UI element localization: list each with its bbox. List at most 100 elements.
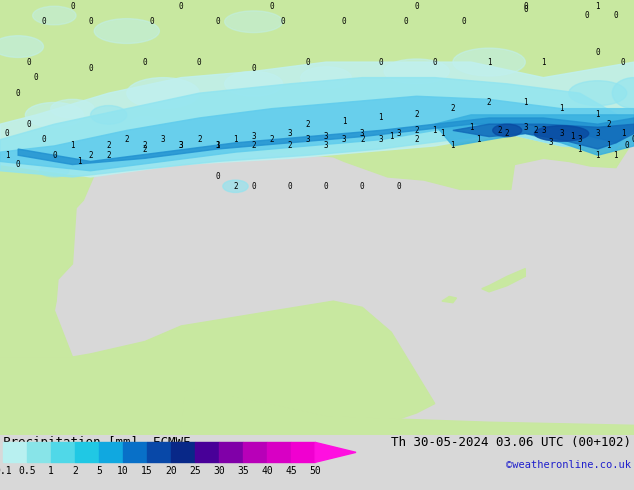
Polygon shape — [315, 442, 356, 463]
Text: 0: 0 — [624, 142, 629, 150]
Text: 1: 1 — [378, 114, 383, 122]
Ellipse shape — [127, 77, 199, 109]
Text: 0: 0 — [52, 151, 56, 160]
Text: 0: 0 — [197, 58, 202, 67]
Text: 3: 3 — [559, 129, 564, 138]
Text: 2: 2 — [269, 135, 274, 144]
Ellipse shape — [223, 180, 248, 193]
Ellipse shape — [25, 102, 83, 127]
Ellipse shape — [301, 67, 351, 89]
Text: 3: 3 — [360, 129, 365, 138]
Bar — [147, 442, 171, 463]
Text: 0: 0 — [595, 49, 600, 57]
Text: 3: 3 — [287, 129, 292, 138]
Text: 0: 0 — [614, 11, 618, 20]
Text: 1: 1 — [389, 132, 394, 141]
Text: 0: 0 — [16, 160, 20, 169]
Text: 3: 3 — [324, 132, 328, 141]
Text: 1: 1 — [233, 135, 238, 144]
Text: 0: 0 — [432, 58, 437, 67]
Text: 30: 30 — [213, 466, 225, 476]
Text: 5: 5 — [96, 466, 102, 476]
Text: 3: 3 — [215, 142, 220, 150]
Text: 0: 0 — [27, 120, 31, 129]
Bar — [75, 442, 99, 463]
Text: 0: 0 — [251, 64, 256, 73]
Text: 2: 2 — [534, 126, 538, 135]
Text: 0: 0 — [324, 182, 328, 191]
Text: 2: 2 — [107, 142, 111, 150]
Text: 2: 2 — [451, 104, 455, 113]
Text: 0: 0 — [150, 17, 155, 26]
Ellipse shape — [384, 59, 450, 84]
Polygon shape — [0, 96, 634, 171]
Text: 3: 3 — [179, 142, 183, 150]
Ellipse shape — [47, 146, 83, 165]
Text: 2: 2 — [505, 129, 510, 138]
Text: 0: 0 — [462, 17, 466, 26]
Ellipse shape — [94, 19, 159, 44]
Text: 40: 40 — [261, 466, 273, 476]
Text: 0: 0 — [251, 182, 256, 191]
Polygon shape — [0, 77, 634, 177]
Ellipse shape — [131, 117, 159, 132]
Polygon shape — [0, 301, 435, 435]
Text: 1: 1 — [487, 58, 491, 67]
Text: 2: 2 — [414, 110, 419, 120]
Text: 2: 2 — [360, 135, 365, 144]
Ellipse shape — [453, 48, 526, 76]
Text: 0: 0 — [414, 1, 419, 11]
Polygon shape — [482, 269, 526, 292]
Text: 0: 0 — [41, 17, 46, 26]
Text: 0: 0 — [70, 1, 75, 11]
Text: 3: 3 — [548, 138, 553, 147]
Text: 0: 0 — [41, 135, 46, 144]
Text: 1: 1 — [215, 142, 220, 150]
Text: 2: 2 — [197, 135, 202, 144]
Text: 0: 0 — [215, 17, 220, 26]
Text: 1: 1 — [595, 1, 600, 11]
Text: 1: 1 — [570, 132, 575, 141]
Text: 0: 0 — [523, 5, 527, 14]
Ellipse shape — [534, 126, 589, 141]
Text: 1: 1 — [595, 110, 600, 120]
Text: 1: 1 — [578, 145, 582, 153]
Text: 25: 25 — [190, 466, 201, 476]
Text: 0: 0 — [269, 1, 274, 11]
Text: 3: 3 — [179, 142, 183, 150]
Text: 3: 3 — [160, 135, 165, 144]
Text: 1: 1 — [439, 129, 444, 138]
Text: 3: 3 — [396, 129, 401, 138]
Text: 1: 1 — [606, 142, 611, 150]
Bar — [291, 442, 315, 463]
Text: 2: 2 — [487, 98, 491, 107]
Text: 3: 3 — [342, 135, 347, 144]
Text: 1: 1 — [451, 142, 455, 150]
Text: 0: 0 — [523, 1, 527, 11]
Text: 0: 0 — [585, 11, 589, 20]
Text: 2: 2 — [306, 120, 310, 129]
Bar — [243, 442, 267, 463]
Text: 10: 10 — [117, 466, 129, 476]
Ellipse shape — [32, 6, 76, 25]
Text: 2: 2 — [606, 120, 611, 129]
Text: 1: 1 — [476, 135, 481, 144]
Text: Precipitation [mm]  ECMWF: Precipitation [mm] ECMWF — [3, 436, 191, 449]
Text: 2: 2 — [107, 151, 111, 160]
Text: 2: 2 — [287, 142, 292, 150]
Text: 1: 1 — [48, 466, 54, 476]
Text: 1: 1 — [541, 58, 546, 67]
Text: 2: 2 — [143, 145, 147, 153]
Text: 2: 2 — [414, 135, 419, 144]
Ellipse shape — [569, 81, 627, 105]
Text: 3: 3 — [523, 123, 527, 132]
Text: 0: 0 — [306, 58, 310, 67]
Text: 0: 0 — [179, 1, 183, 11]
Text: 3: 3 — [578, 135, 582, 144]
Text: 0: 0 — [5, 129, 10, 138]
Bar — [267, 442, 291, 463]
Text: 0: 0 — [342, 17, 347, 26]
Text: 0: 0 — [143, 58, 147, 67]
Bar — [99, 442, 123, 463]
Text: 2: 2 — [251, 142, 256, 150]
